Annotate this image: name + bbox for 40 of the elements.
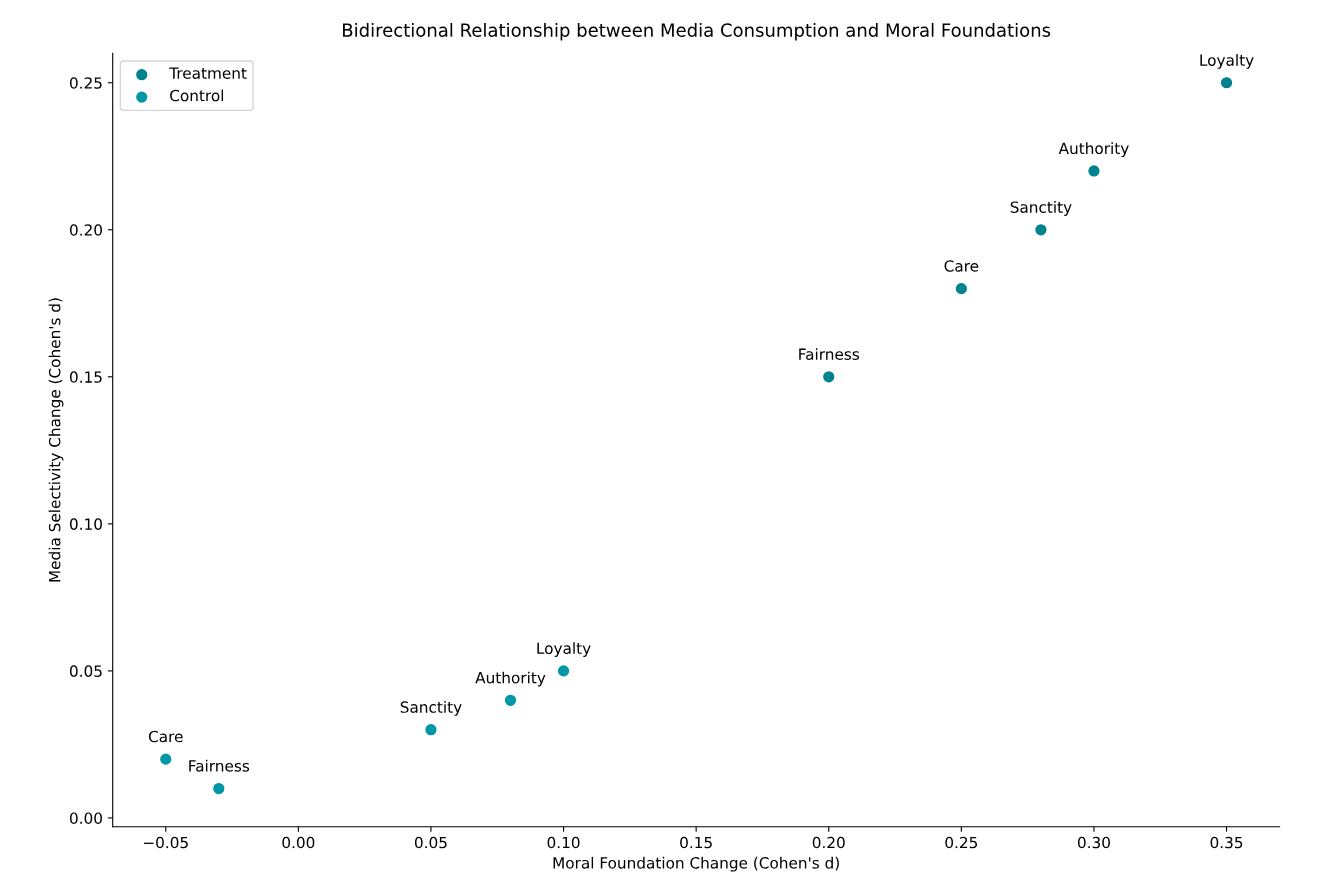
- legend-label: Control: [170, 89, 224, 102]
- point: [504, 694, 517, 706]
- point: [160, 753, 172, 765]
- x-axis-title: Moral Foundation Change (Cohen's d): [553, 856, 839, 872]
- annotation: Authority: [1058, 142, 1129, 158]
- point: [557, 665, 570, 677]
- y-tick-label: 0.25: [69, 77, 102, 89]
- point: [213, 782, 225, 795]
- x-tick-label: 0.20: [812, 836, 845, 849]
- annotation: Loyalty: [1200, 54, 1254, 69]
- y-tick-label: 0.15: [69, 371, 102, 383]
- annotation: Sanctity: [400, 701, 462, 716]
- y-tick-label: 0.20: [69, 224, 102, 236]
- point: [823, 371, 835, 383]
- chart-title: Bidirectional Relationship between Media Consumption and Moral Foundations: [343, 22, 1051, 41]
- x-tick-label: 0.30: [1077, 836, 1110, 849]
- annotation: Fairness: [799, 348, 860, 360]
- legend-label: Treatment: [169, 67, 247, 79]
- annotation: Sanctity: [1010, 201, 1072, 216]
- point: [955, 282, 967, 295]
- y-tick-label: 0.00: [69, 812, 102, 824]
- point: [425, 724, 437, 736]
- point: [1035, 224, 1047, 236]
- annotation: Care: [944, 260, 979, 272]
- x-tick-label: 0.05: [414, 836, 447, 849]
- annotation: Loyalty: [537, 642, 591, 658]
- y-tick-label: 0.10: [69, 518, 102, 530]
- annotation: Fairness: [189, 759, 250, 772]
- y-axis-title: Media Selectivity Change (Cohen's d): [48, 298, 64, 582]
- annotation: Care: [148, 730, 183, 743]
- point: [1088, 165, 1100, 177]
- x-tick-label: 0.35: [1210, 836, 1243, 849]
- x-tick-label: −0.05: [143, 836, 188, 849]
- x-tick-label: 0.00: [282, 836, 315, 849]
- x-tick-label: 0.10: [547, 836, 580, 849]
- x-tick-label: 0.15: [680, 836, 712, 849]
- point: [1220, 77, 1233, 89]
- annotation: Authority: [475, 671, 546, 687]
- x-tick-label: 0.25: [945, 836, 978, 849]
- y-tick-label: 0.05: [69, 665, 102, 677]
